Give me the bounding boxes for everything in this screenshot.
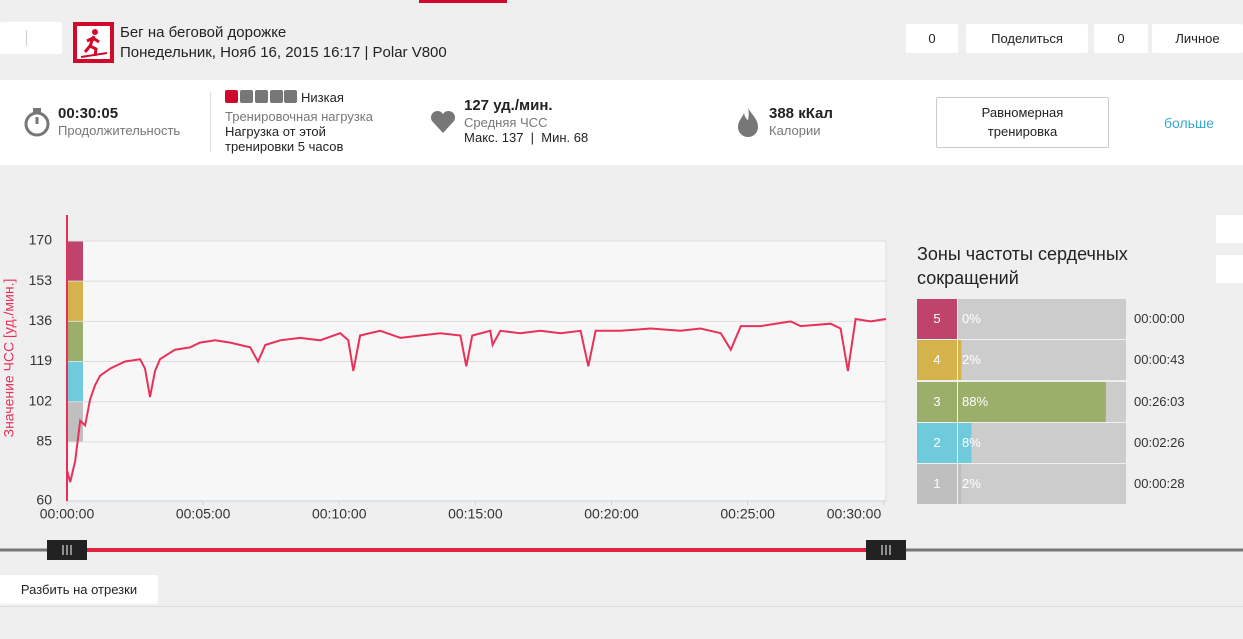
zone-bar-bg bbox=[958, 340, 1126, 380]
zone-number-box bbox=[917, 464, 957, 504]
duration-label: Продолжительность bbox=[58, 123, 181, 138]
y-tick-label: 119 bbox=[30, 352, 53, 368]
training-type-button[interactable]: Равномерная тренировка bbox=[936, 97, 1109, 148]
zone-bar-bg bbox=[958, 423, 1126, 463]
x-tick-label: 00:00:00 bbox=[40, 506, 95, 522]
zone-time: 00:02:26 bbox=[1134, 435, 1185, 450]
zones-title: Зоны частоты сердечных bbox=[917, 244, 1128, 264]
calories-label: Калории bbox=[769, 123, 821, 138]
zone-number: 4 bbox=[933, 352, 940, 367]
comment-count[interactable]: 0 bbox=[1094, 24, 1148, 53]
x-tick-label: 00:25:00 bbox=[720, 506, 775, 522]
privacy-button[interactable]: Личное bbox=[1152, 24, 1243, 53]
activity-subtitle: Понедельник, Нояб 16, 2015 16:17 | Polar… bbox=[120, 44, 447, 61]
zone-bar-bg bbox=[958, 464, 1126, 504]
zone-bar bbox=[958, 464, 962, 504]
split-button[interactable]: Разбить на отрезки bbox=[0, 575, 158, 604]
hr-range: Макс. 137 | Мин. 68 bbox=[464, 130, 589, 145]
zone-percent: 8% bbox=[962, 435, 981, 450]
summary-band: 00:30:05 Продолжительность Низкая Тренир… bbox=[0, 80, 1243, 165]
zone-time: 00:26:03 bbox=[1134, 394, 1185, 409]
y-axis-label: Значение ЧСС [уд./мин.] bbox=[1, 279, 17, 438]
zone-percent: 2% bbox=[962, 352, 981, 367]
zone-bar bbox=[958, 340, 962, 380]
x-tick-label: 00:30:00 bbox=[827, 506, 882, 522]
zone-number-box bbox=[917, 423, 957, 463]
separator bbox=[0, 606, 1243, 607]
zone-time: 00:00:28 bbox=[1134, 476, 1185, 491]
zone-strip bbox=[67, 321, 83, 362]
hr-line bbox=[66, 317, 887, 483]
zone-percent: 2% bbox=[962, 476, 981, 491]
y-tick-label: 60 bbox=[36, 492, 52, 508]
share-button[interactable]: Поделиться bbox=[966, 24, 1088, 53]
zone-number: 3 bbox=[933, 394, 940, 409]
more-link[interactable]: больше bbox=[1164, 115, 1214, 131]
avg-hr-label: Средняя ЧСС bbox=[464, 115, 548, 130]
zones-title: сокращений bbox=[917, 268, 1019, 288]
zone-percent: 88% bbox=[962, 394, 988, 409]
like-count[interactable]: 0 bbox=[906, 24, 958, 53]
button-text: Равномерная bbox=[981, 105, 1064, 120]
heart-icon bbox=[430, 110, 456, 133]
x-tick-label: 00:15:00 bbox=[448, 506, 503, 522]
back-button[interactable] bbox=[0, 22, 62, 54]
zone-number: 2 bbox=[933, 435, 940, 450]
y-tick-label: 85 bbox=[36, 433, 52, 449]
side-button[interactable] bbox=[1216, 255, 1243, 283]
stopwatch-icon bbox=[24, 108, 50, 137]
zone-strip bbox=[67, 281, 83, 322]
zone-number: 1 bbox=[933, 476, 940, 491]
load-level: Низкая bbox=[301, 90, 344, 105]
zone-number-box bbox=[917, 382, 957, 422]
button-text: тренировка bbox=[987, 124, 1058, 139]
zone-bar-bg bbox=[958, 299, 1126, 339]
load-label: Тренировочная нагрузка bbox=[225, 109, 374, 124]
y-tick-label: 136 bbox=[29, 312, 53, 328]
zone-bar bbox=[958, 423, 972, 463]
divider bbox=[210, 92, 211, 152]
zone-time: 00:00:00 bbox=[1134, 311, 1185, 326]
zone-number-box bbox=[917, 340, 957, 380]
zone-number-box bbox=[917, 299, 957, 339]
zone-strip bbox=[67, 361, 83, 402]
avg-hr: 127 уд./мин. bbox=[464, 97, 553, 114]
y-tick-label: 170 bbox=[29, 232, 53, 248]
load-text: тренировки 5 часов bbox=[225, 139, 344, 154]
zone-percent: 0% bbox=[962, 311, 981, 326]
y-tick-label: 102 bbox=[29, 392, 53, 408]
zone-number: 5 bbox=[933, 311, 940, 326]
plot-area bbox=[67, 241, 886, 501]
y-tick-label: 153 bbox=[29, 272, 53, 288]
zone-strip bbox=[67, 241, 83, 282]
load-scale bbox=[225, 90, 297, 103]
activity-icon bbox=[73, 22, 114, 63]
load-text: Нагрузка от этой bbox=[225, 124, 326, 139]
zone-bar bbox=[958, 382, 1106, 422]
activity-title: Бег на беговой дорожке bbox=[120, 24, 287, 41]
x-tick-label: 00:10:00 bbox=[312, 506, 367, 522]
duration: 00:30:05 bbox=[58, 105, 119, 122]
x-tick-label: 00:20:00 bbox=[584, 506, 639, 522]
calories: 388 кКал bbox=[769, 105, 833, 122]
zone-time: 00:00:43 bbox=[1134, 352, 1185, 367]
side-button[interactable] bbox=[1216, 215, 1243, 243]
flame-icon bbox=[738, 108, 758, 137]
x-tick-label: 00:05:00 bbox=[176, 506, 231, 522]
active-tab-indicator bbox=[419, 0, 507, 3]
